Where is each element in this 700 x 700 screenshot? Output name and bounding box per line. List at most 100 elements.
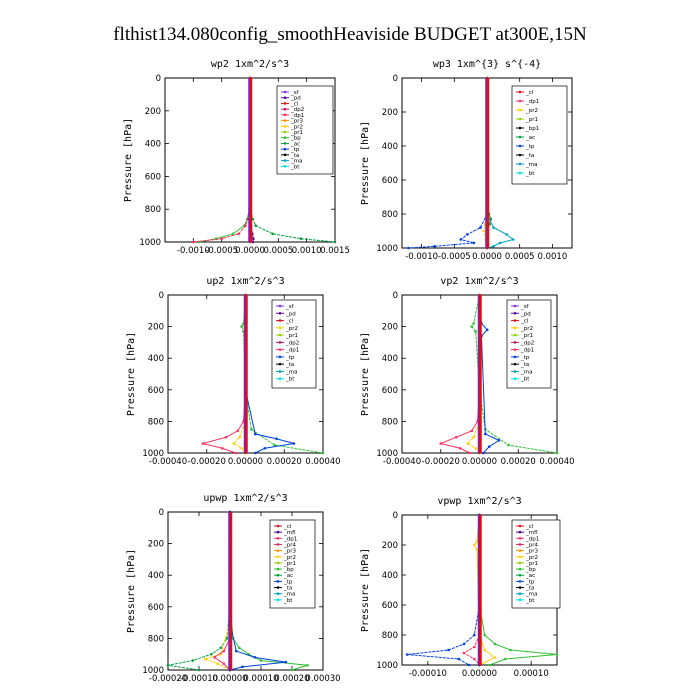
legend-label: _tp	[290, 147, 300, 153]
data-point-pr2	[216, 662, 219, 665]
legend-marker	[518, 144, 522, 148]
data-point-dp1	[224, 435, 228, 439]
y-tick-label: 1000	[376, 244, 398, 254]
legend-marker	[513, 362, 517, 366]
data-point-ma	[511, 238, 515, 241]
data-point-bp	[483, 633, 486, 637]
y-tick-label: 600	[382, 386, 398, 396]
legend-marker	[276, 561, 280, 565]
x-tick-label: -0.00020	[188, 457, 226, 467]
data-point-pr2	[238, 435, 241, 439]
data-point-tp	[253, 451, 257, 455]
x-tick-label: 0.00020	[267, 457, 302, 467]
legend-marker	[518, 162, 522, 166]
legend-label: _ma	[525, 592, 537, 598]
data-point-ac	[191, 659, 195, 662]
data-point-tp	[253, 432, 257, 436]
x-tick-label: 0.0010	[292, 246, 322, 256]
legend-label: _bt	[525, 171, 535, 177]
data-point-pr2	[475, 540, 479, 544]
legend-label: _tp	[285, 355, 295, 361]
legend-label: _sf	[290, 90, 300, 96]
chart-panel-3: up2 1xm^2/s^3 0 200 400 600 800 1000-0.00040 -0…	[126, 276, 341, 467]
plot-frame	[167, 511, 324, 671]
x-tick-label: 0.00000	[212, 674, 247, 684]
legend-label: _dp1	[525, 536, 539, 542]
x-tick-label: 0.0000	[235, 246, 265, 256]
legend-marker	[276, 537, 280, 540]
legend-marker	[278, 304, 282, 308]
legend-marker	[518, 153, 522, 157]
legend-box	[511, 85, 568, 185]
legend-marker	[276, 543, 280, 546]
data-point-dp1	[473, 657, 476, 661]
data-point-tp	[407, 246, 410, 250]
legend-label: _pd	[290, 96, 301, 102]
x-tick-label: -0.00010	[180, 674, 218, 684]
x-tick-label: 0.0005	[263, 246, 293, 256]
y-tick-label: 1000	[376, 661, 398, 671]
data-point-tp	[473, 633, 476, 637]
y-tick-label: 0	[393, 74, 398, 84]
data-point-dp1	[468, 451, 472, 455]
data-point-ac	[197, 668, 201, 672]
legend-label: _bt	[285, 377, 295, 383]
legend-label: _ma	[525, 162, 537, 168]
legend-box	[271, 299, 317, 389]
legend-marker	[283, 124, 287, 128]
data-point-bp	[504, 657, 507, 661]
legend-label: _ac	[525, 573, 535, 579]
series-line-tp	[407, 515, 480, 666]
x-tick-label: 0.0015	[320, 246, 350, 256]
legend-label: _pr2	[290, 124, 303, 130]
data-point-pr2	[482, 229, 486, 233]
y-tick-label: 0	[393, 511, 398, 521]
legend-label: _sf	[285, 304, 295, 310]
data-point-ac	[225, 637, 229, 640]
chart-panel-2: wp3 1xm^{3} s^{-4} 0 200 400 600 800 1000 -0.00…	[360, 59, 573, 262]
x-tick-label: -0.00040	[383, 457, 421, 467]
x-tick-label: 0.00010	[243, 674, 278, 684]
data-point-pr2	[240, 446, 243, 450]
data-point-bp	[474, 330, 477, 333]
chart-panel-6: vpwp 1xm^2/s^3 0 200 400 600 800 1000 -0.00010 0…	[360, 496, 561, 679]
legend-label: _dp1	[520, 348, 534, 354]
data-point-dp1	[237, 232, 240, 236]
legend-marker	[278, 333, 282, 337]
x-tick-label: 0.00000	[462, 457, 497, 467]
legend-marker	[283, 136, 287, 140]
data-point-tp	[479, 226, 482, 229]
y-tick-label: 400	[382, 571, 398, 581]
legend-label: _ta	[285, 362, 294, 368]
legend-marker	[518, 117, 522, 121]
data-point-dp1	[244, 224, 247, 227]
legend-marker	[518, 537, 522, 540]
legend-label: _ac	[525, 135, 535, 141]
data-point-dp1	[236, 429, 240, 433]
legend-label: _mfl	[283, 530, 296, 536]
legend-marker	[278, 377, 282, 381]
data-point-pr2	[203, 657, 207, 661]
data-point-dp1	[222, 662, 226, 665]
legend-marker	[276, 580, 280, 583]
legend-marker	[283, 102, 287, 105]
data-point-bp	[250, 428, 253, 431]
legend-marker	[283, 130, 287, 134]
legend-label: _pr3	[283, 549, 297, 555]
data-point-dp1	[439, 442, 443, 445]
x-tick-label: 0.00000	[228, 457, 263, 467]
y-tick-label: 0	[393, 291, 398, 301]
legend-marker	[276, 586, 280, 589]
y-axis-label: Pressure [hPa]	[123, 118, 134, 202]
legend-marker	[283, 147, 287, 151]
data-point-tp	[467, 663, 471, 667]
legend-marker	[283, 113, 287, 117]
legend-marker	[518, 586, 522, 589]
data-point-pr2	[232, 442, 236, 445]
data-point-ac	[166, 663, 170, 667]
legend-label: _bt	[283, 598, 293, 604]
data-point-tp	[263, 446, 267, 450]
legend-marker	[513, 377, 517, 381]
legend-marker	[513, 370, 517, 373]
y-axis-label: Pressure [hPa]	[360, 332, 371, 416]
